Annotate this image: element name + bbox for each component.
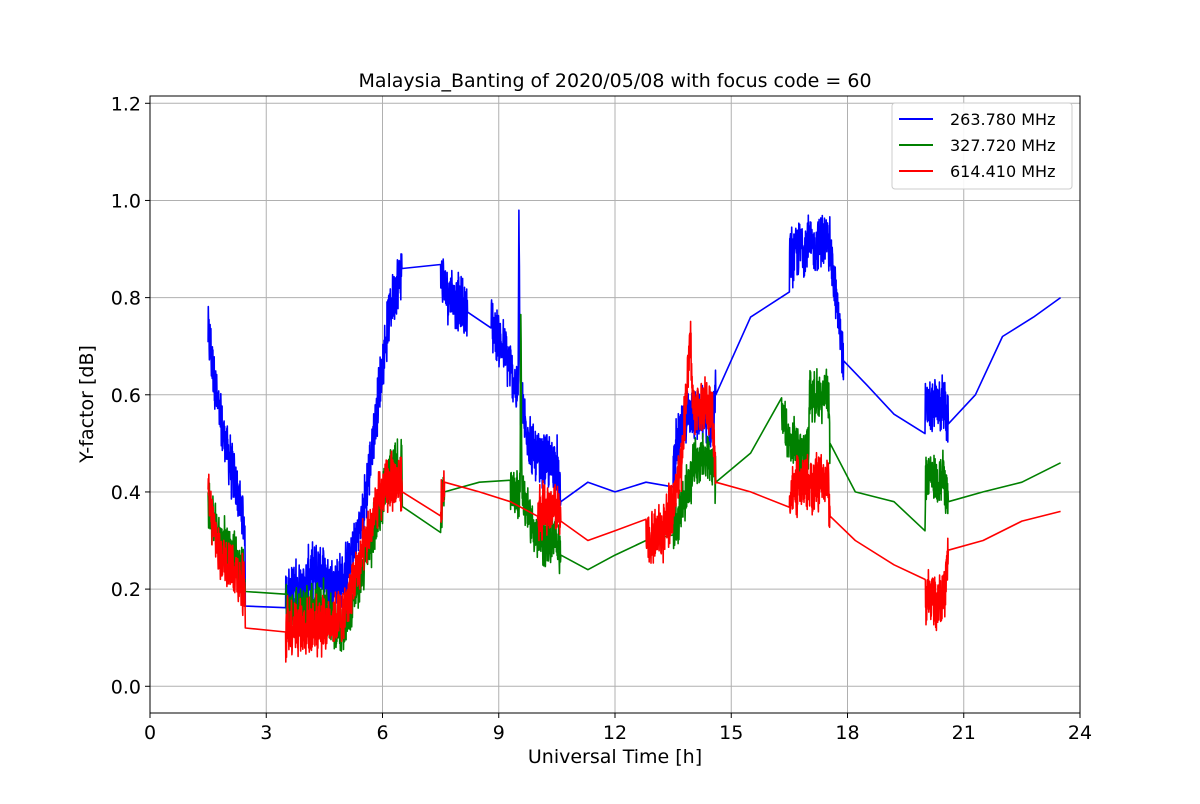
- series-line-1: [207, 209, 1062, 624]
- legend-label-1: 263.780 MHz: [950, 110, 1055, 129]
- x-tick-label: 21: [952, 722, 976, 744]
- x-tick-label: 24: [1068, 722, 1092, 744]
- x-tick-label: 18: [835, 722, 859, 744]
- x-tick-label: 6: [376, 722, 388, 744]
- x-tick-label: 3: [260, 722, 272, 744]
- y-axis: 0.0 0.2 0.4 0.6 0.8 1.0 1.2: [111, 93, 150, 698]
- legend-label-3: 614.410 MHz: [950, 162, 1055, 181]
- y-tick-label: 0.6: [111, 385, 141, 407]
- x-axis: 0 3 6 9 12 15 18 21 24: [144, 713, 1092, 744]
- y-tick-label: 1.0: [111, 190, 141, 212]
- legend-box: [891, 102, 1073, 190]
- y-tick-label: 0.2: [111, 579, 141, 601]
- x-tick-label: 15: [719, 722, 743, 744]
- series-layer: [207, 209, 1062, 663]
- legend-label-2: 327.720 MHz: [950, 136, 1055, 155]
- y-tick-label: 0.0: [111, 676, 141, 698]
- x-tick-label: 9: [493, 722, 505, 744]
- x-axis-label: Universal Time [h]: [528, 746, 702, 768]
- x-tick-label: 0: [144, 722, 156, 744]
- x-tick-label: 12: [603, 722, 627, 744]
- series-line-3: [207, 320, 1061, 663]
- y-tick-label: 0.4: [111, 482, 141, 504]
- y-tick-label: 0.8: [111, 288, 141, 310]
- y-tick-label: 1.2: [111, 93, 141, 115]
- y-axis-label: Y-factor [dB]: [76, 345, 98, 464]
- legend: 263.780 MHz 327.720 MHz 614.410 MHz: [891, 102, 1073, 190]
- chart-title: Malaysia_Banting of 2020/05/08 with focu…: [358, 70, 871, 92]
